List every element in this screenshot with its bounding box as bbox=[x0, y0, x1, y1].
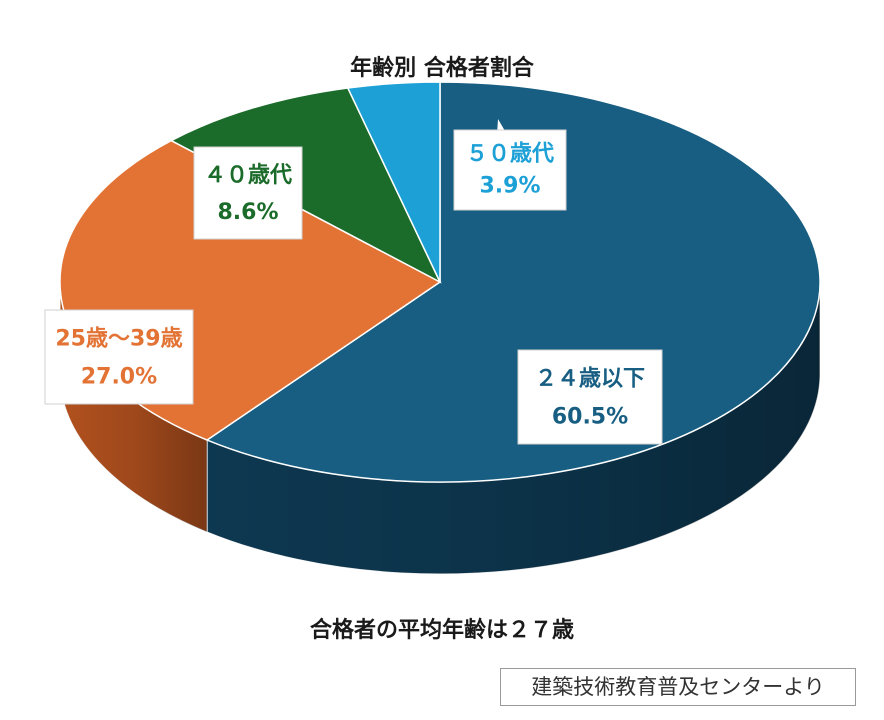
slice-value-label-0: 60.5% bbox=[552, 404, 628, 429]
label-box-0 bbox=[517, 349, 663, 445]
slice-value-label-1: 27.0% bbox=[81, 364, 157, 389]
label-box-3 bbox=[453, 129, 567, 211]
pie-slice-0 bbox=[205, 81, 821, 483]
average-age-note: 合格者の平均年齢は２７歳 bbox=[309, 618, 574, 643]
source-note: 建築技術教育普及センターより bbox=[500, 668, 856, 706]
slice-label-0: ２４歳以下 60.5% bbox=[517, 349, 663, 445]
slice-category-label-0: ２４歳以下 bbox=[535, 367, 645, 392]
slice-value-label-2: 8.6% bbox=[217, 200, 278, 225]
slice-label-2: ４０歳代 8.6% bbox=[193, 146, 303, 240]
slice-label-3: ５０歳代 3.9% bbox=[453, 119, 567, 211]
slice-category-label-3: ５０歳代 bbox=[466, 141, 554, 166]
slice-category-label-2: ４０歳代 bbox=[204, 163, 292, 188]
pie-slice-3 bbox=[346, 81, 441, 283]
chart-title: 年齢別 合格者割合 bbox=[350, 56, 534, 81]
slice-value-label-3: 3.9% bbox=[479, 173, 540, 198]
pie-slice-side-shade-0 bbox=[207, 282, 820, 574]
label-box-2 bbox=[193, 146, 303, 240]
pie-slice-side-shade-1 bbox=[60, 282, 208, 533]
label-box-1 bbox=[44, 309, 194, 405]
slice-category-label-1: 25歳～39歳 bbox=[55, 327, 182, 352]
slice-label-1: 25歳～39歳 27.0% bbox=[0, 309, 194, 405]
pie-slice-2 bbox=[169, 87, 442, 284]
